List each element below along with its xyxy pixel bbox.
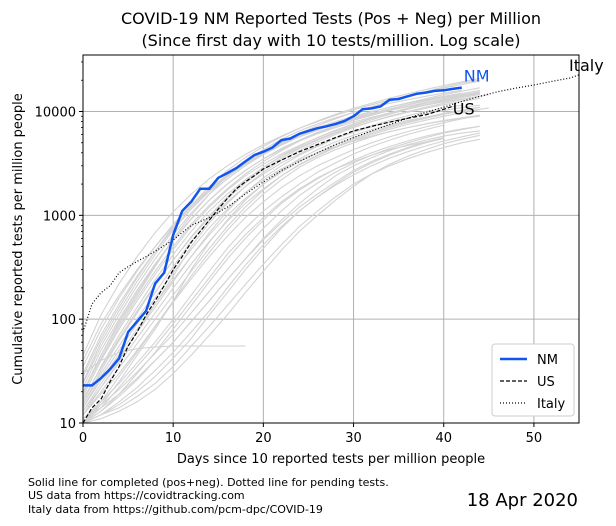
y-axis-label: Cumulative reported tests per million pe… (11, 93, 26, 385)
background-series-line (82, 77, 480, 377)
background-series-line (82, 138, 480, 424)
background-series-line (82, 97, 480, 400)
background-series-line (82, 106, 480, 416)
legend-label-us: US (537, 375, 555, 390)
footnote-line-1: Solid line for completed (pos+neg). Dott… (28, 476, 389, 489)
y-tick-label: 10000 (35, 105, 76, 120)
legend-box (491, 343, 575, 417)
chart-title: COVID-19 NM Reported Tests (Pos + Neg) p… (121, 9, 541, 28)
background-series-line (82, 132, 480, 424)
end-label-italy: Italy (569, 56, 604, 75)
background-series-line (82, 91, 480, 382)
x-tick-label: 10 (165, 431, 182, 446)
legend-label-nm: NM (537, 353, 558, 368)
background-series-line (82, 93, 480, 367)
legend: NM US Italy (491, 343, 575, 417)
chart-subtitle: (Since first day with 10 tests/million. … (141, 31, 520, 50)
y-tick-label: 10 (59, 417, 76, 432)
x-axis-label: Days since 10 reported tests per million… (177, 452, 485, 467)
legend-label-italy: Italy (537, 397, 566, 412)
background-series-line (82, 89, 462, 392)
background-series-line (82, 137, 444, 424)
x-tick-label: 30 (345, 431, 362, 446)
background-series-line (82, 93, 480, 405)
background-series-line (82, 137, 444, 420)
y-tick-label: 1000 (43, 209, 76, 224)
background-series-line (82, 125, 480, 420)
y-tick-label: 100 (51, 313, 76, 328)
plot-frame (82, 54, 580, 424)
background-series-group (82, 77, 489, 424)
background-series-line (82, 345, 246, 374)
main-series-group (82, 74, 580, 424)
date-stamp: 18 Apr 2020 (467, 490, 578, 511)
background-series-line (82, 124, 444, 420)
footnote-line-2: US data from https://covidtracking.com (28, 489, 245, 502)
background-series-line (82, 87, 480, 384)
end-label-us: US (453, 99, 475, 118)
background-series-line (82, 92, 480, 392)
x-tick-label: 50 (526, 431, 543, 446)
x-tick-label: 40 (435, 431, 452, 446)
background-series-line (82, 91, 480, 397)
series-line-nm (83, 86, 462, 387)
x-tick-label: 0 (79, 431, 87, 446)
end-label-nm: NM (464, 67, 490, 86)
series-end-labels: NM US Italy (453, 56, 604, 118)
background-series-line (82, 106, 480, 409)
background-series-line (82, 109, 480, 412)
background-series-line (82, 134, 480, 424)
background-series-line (82, 114, 480, 416)
background-series-line (82, 104, 462, 412)
background-series-line (82, 89, 480, 395)
series-line-us (82, 105, 453, 424)
footnote-line-3: Italy data from https://github.com/pcm-d… (28, 503, 323, 516)
x-tick-label: 20 (255, 431, 272, 446)
